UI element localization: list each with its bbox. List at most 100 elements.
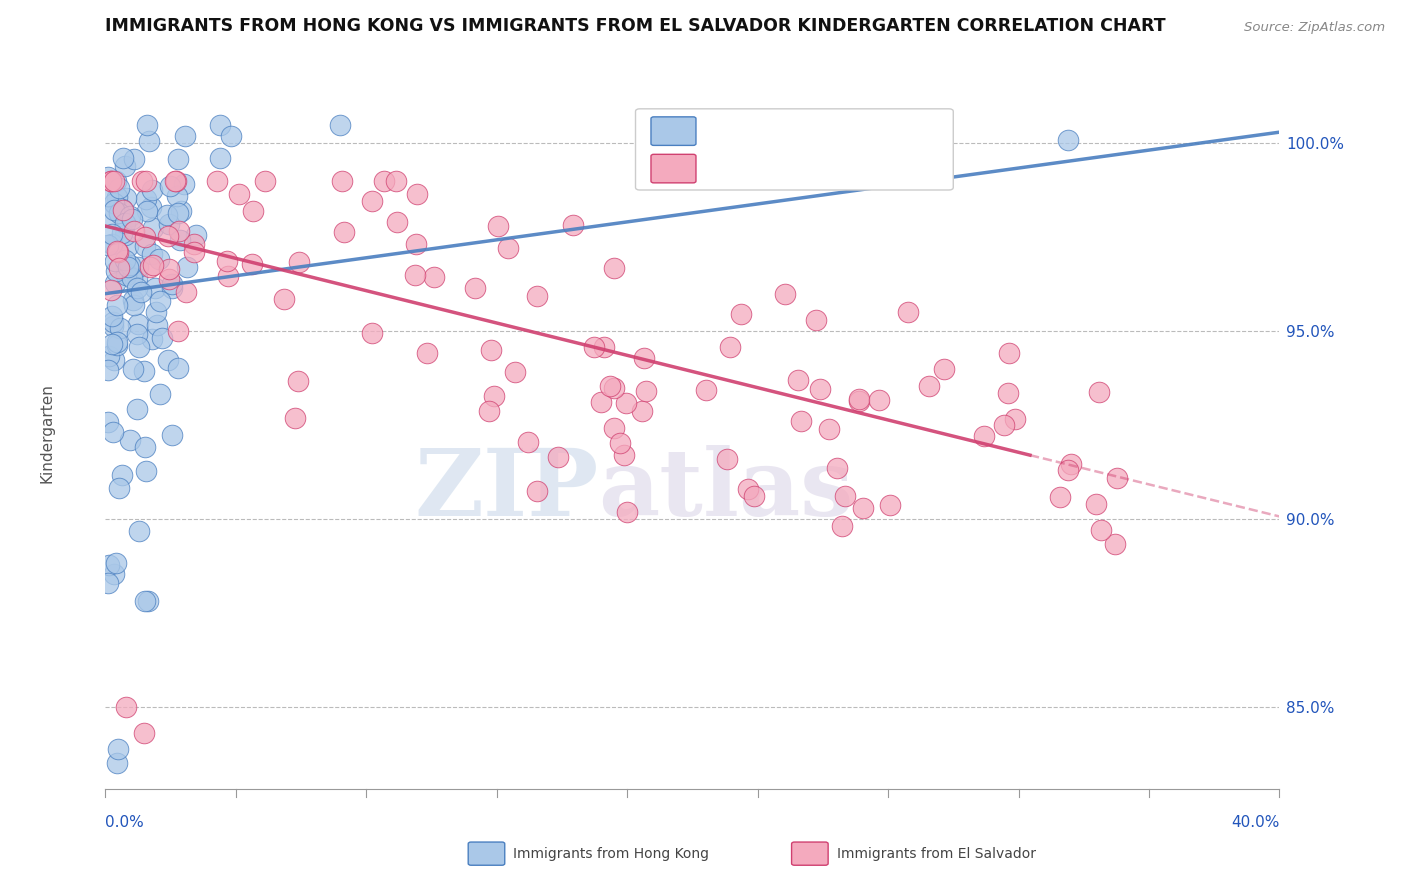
Point — [786, 373, 808, 387]
Point — [135, 174, 157, 188]
Point — [526, 289, 548, 303]
Point — [127, 327, 149, 342]
Point — [125, 271, 148, 285]
Point — [330, 174, 353, 188]
Point — [167, 224, 190, 238]
Point — [183, 245, 205, 260]
Point — [136, 204, 159, 219]
Text: 89: 89 — [852, 160, 877, 178]
Point — [132, 726, 155, 740]
Point — [806, 313, 828, 327]
Point — [170, 203, 193, 218]
Point — [142, 220, 165, 235]
Point — [479, 343, 502, 358]
Point — [156, 229, 179, 244]
Point — [120, 258, 142, 272]
Point — [115, 266, 138, 280]
Point — [114, 216, 136, 230]
Point — [333, 225, 356, 239]
Point — [166, 324, 188, 338]
Text: Kindergarten: Kindergarten — [39, 383, 55, 483]
Text: R =: R = — [704, 122, 735, 140]
Point — [918, 379, 941, 393]
Point — [897, 305, 920, 319]
Point — [122, 361, 145, 376]
Point — [1084, 497, 1107, 511]
Point — [215, 254, 238, 268]
Point — [103, 566, 125, 581]
Point — [718, 340, 741, 354]
Point — [593, 340, 616, 354]
Point — [217, 269, 239, 284]
Point — [134, 594, 156, 608]
Point — [742, 490, 765, 504]
Point — [108, 482, 131, 496]
Point — [613, 449, 636, 463]
Point — [160, 281, 183, 295]
Point — [111, 202, 134, 216]
Point — [932, 361, 955, 376]
Point — [141, 332, 163, 346]
Point — [808, 382, 831, 396]
Point — [174, 129, 197, 144]
Text: Immigrants from El Salvador: Immigrants from El Salvador — [837, 847, 1036, 861]
Point — [104, 174, 127, 188]
Point — [157, 272, 180, 286]
Point — [110, 321, 132, 335]
Point — [173, 177, 195, 191]
Point — [103, 174, 125, 188]
Point — [852, 500, 875, 515]
Point — [148, 252, 170, 267]
Point — [329, 118, 352, 132]
Point — [496, 242, 519, 256]
Point — [167, 360, 190, 375]
Point — [101, 425, 124, 439]
Point — [360, 194, 382, 208]
Point — [107, 298, 129, 312]
Point — [616, 505, 638, 519]
Point — [100, 237, 122, 252]
Point — [159, 179, 181, 194]
Point — [716, 452, 738, 467]
Point — [134, 230, 156, 244]
Point — [107, 334, 129, 349]
Point — [1088, 385, 1111, 400]
Point — [114, 228, 136, 243]
Point — [879, 498, 901, 512]
Text: Source: ZipAtlas.com: Source: ZipAtlas.com — [1244, 21, 1385, 34]
Point — [609, 436, 631, 450]
Point — [105, 756, 128, 771]
Text: 0.161: 0.161 — [752, 122, 808, 140]
Point — [603, 421, 626, 435]
Text: 0.0%: 0.0% — [105, 815, 145, 830]
Point — [288, 255, 311, 269]
Point — [107, 742, 129, 756]
Point — [101, 310, 124, 324]
Point — [240, 257, 263, 271]
Point — [387, 215, 409, 229]
Point — [486, 219, 509, 233]
Point — [101, 337, 124, 351]
Point — [160, 277, 183, 291]
Text: atlas: atlas — [599, 445, 853, 534]
Point — [633, 351, 655, 365]
Point — [134, 440, 156, 454]
Point — [121, 212, 143, 227]
Point — [385, 174, 408, 188]
Point — [138, 134, 160, 148]
Text: N =: N = — [808, 160, 839, 178]
Point — [100, 227, 122, 241]
Point — [998, 345, 1021, 359]
Point — [128, 340, 150, 354]
Point — [127, 402, 149, 417]
Point — [125, 281, 148, 295]
Point — [526, 483, 548, 498]
Point — [464, 281, 486, 295]
Point — [148, 387, 170, 401]
Point — [478, 404, 501, 418]
Point — [104, 556, 127, 570]
Point — [146, 318, 169, 333]
Point — [205, 174, 228, 188]
Point — [561, 218, 583, 232]
Point — [848, 392, 870, 406]
